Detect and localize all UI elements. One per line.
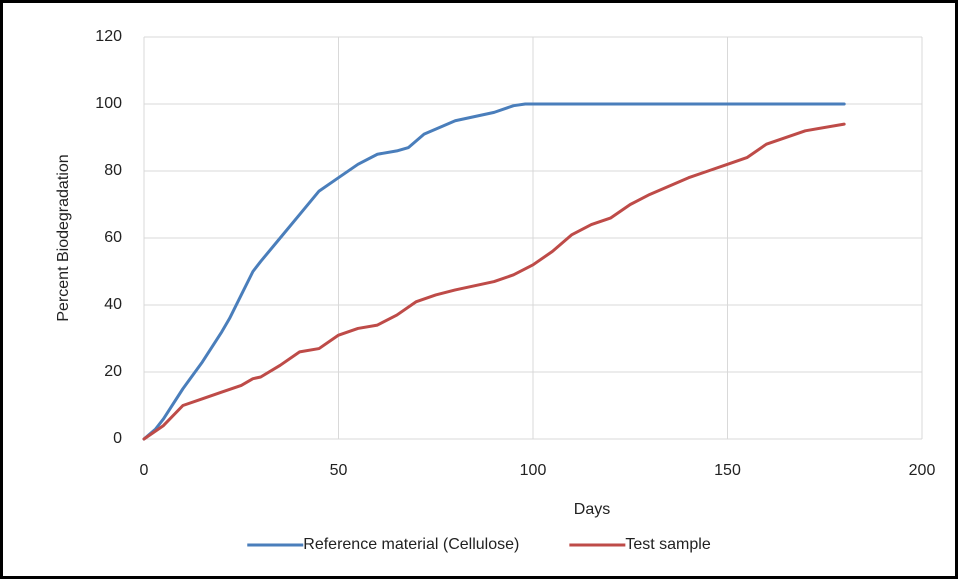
x-tick-label: 0 bbox=[140, 462, 149, 479]
x-tick-label: 100 bbox=[520, 462, 547, 479]
legend-label: Test sample bbox=[625, 536, 710, 553]
x-axis-label: Days bbox=[574, 501, 610, 518]
y-tick-label: 120 bbox=[95, 28, 122, 45]
y-tick-label: 80 bbox=[104, 162, 122, 179]
data-line bbox=[142, 122, 846, 441]
y-tick-label: 0 bbox=[113, 430, 122, 447]
legend-label: Reference material (Cellulose) bbox=[303, 536, 519, 553]
x-tick-label: 200 bbox=[909, 462, 936, 479]
x-tick-label: 50 bbox=[330, 462, 348, 479]
y-tick-label: 60 bbox=[104, 229, 122, 246]
y-tick-label: 20 bbox=[104, 363, 122, 380]
y-axis-label: Percent Biodegradation bbox=[55, 154, 72, 321]
data-line bbox=[142, 102, 846, 441]
y-tick-label: 100 bbox=[95, 95, 122, 112]
y-tick-label: 40 bbox=[104, 296, 122, 313]
x-tick-label: 150 bbox=[714, 462, 741, 479]
